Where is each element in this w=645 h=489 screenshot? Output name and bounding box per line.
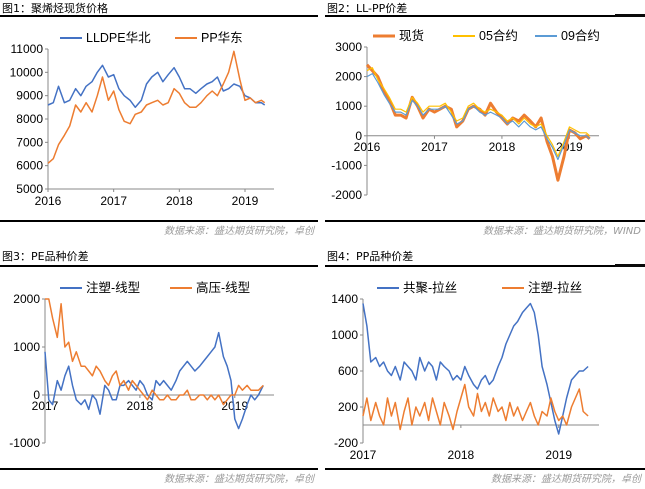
figure-1-source: 数据来源：盛达期货研究院，卓创 [164,226,314,237]
x-tick-label: 2019 [545,448,572,462]
y-tick-label: -1000 [9,436,40,450]
x-tick-label: 2018 [448,448,475,462]
figure-4: 图4：PP品种价差 -200 200 600 1000 1400 2017 2018 2019… [325,248,645,489]
y-tick-label: 6000 [16,159,43,173]
y-tick-label: 200 [338,400,358,414]
x-tick-label: 2017 [350,448,377,462]
legend-label: LLDPE华北 [86,30,151,45]
y-tick-label: 0 [355,129,362,143]
series-line-2 [45,298,264,406]
y-tick-label: 7000 [16,135,43,149]
series-line-1 [365,63,591,182]
series-line-2 [362,383,589,431]
legend-label: 现货 [399,28,424,43]
legend-label: 共聚-拉丝 [403,280,457,295]
y-tick-label: 3000 [335,40,362,54]
figure-1-title: 图1：聚烯烃现货价格 [2,2,108,15]
figure-4-title-rule [325,265,615,267]
y-tick-label: -2000 [331,188,362,202]
y-tick-label: 2000 [13,292,40,306]
legend-label: 注塑-线型 [86,280,140,295]
y-tick-label: 11000 [11,42,44,56]
y-tick-label: 5000 [16,182,43,196]
x-tick-label: 2017 [32,399,59,413]
figure-2-title-rule [325,15,615,17]
series-line-1 [47,64,266,109]
figure-1-title-rule [0,15,318,17]
figure-3-chart: -1000 0 1000 2000 2017 2018 2019 注塑-线型 高压-线型 [9,280,274,450]
x-tick-label: 2016 [354,140,381,154]
y-tick-label: 9000 [16,89,43,103]
figure-4-title: 图4：PP品种价差 [327,250,414,263]
y-tick-label: 1000 [13,340,40,354]
y-tick-label: 8000 [16,112,43,126]
figure-4-title-rule-accent [615,264,645,267]
legend-label: 高压-线型 [196,280,250,295]
x-tick-label: 2018 [489,140,516,154]
figure-3: 图3：PE品种价差 -1000 0 1000 2000 2017 2018 2019 注塑-线… [0,248,318,489]
y-tick-label: 1000 [331,328,358,342]
figure-3-bottom-rule [0,468,318,470]
figure-1-chart: 5000 6000 7000 8000 9000 10000 11000 2016 2017 20… [10,30,274,208]
figure-2-bottom-rule [325,220,645,222]
figure-3-title-rule [0,265,318,267]
y-tick-label: 10000 [10,65,44,79]
figure-2: 图2：LL-PP价差 -2000 -1000 0 1000 2000 3000 2016 20… [325,0,645,240]
figure-3-source: 数据来源：盛达期货研究院，卓创 [164,474,314,485]
y-tick-label: -200 [334,436,358,450]
series-line-3 [366,72,591,161]
legend-label: 05合约 [479,28,518,43]
figure-4-chart: -200 200 600 1000 1400 2017 2018 2019 共聚-拉丝 注塑-拉丝 [331,280,599,462]
figure-4-source: 数据来源：盛达期货研究院，卓创 [491,474,641,485]
legend-label: PP华东 [201,30,243,45]
x-tick-label: 2016 [35,194,62,208]
x-tick-label: 2018 [166,194,193,208]
x-tick-label: 2019 [221,399,248,413]
x-tick-label: 2017 [421,140,448,154]
y-tick-label: 1000 [335,99,362,113]
x-tick-label: 2019 [232,194,259,208]
series-line-2 [366,67,591,158]
figure-1-bottom-rule [0,220,318,222]
legend-label: 注塑-拉丝 [528,280,582,295]
x-tick-label: 2017 [100,194,127,208]
series-line-1 [44,331,264,430]
y-tick-label: -1000 [331,158,362,172]
figure-4-bottom-rule [325,468,645,470]
figure-1: 图1：聚烯烃现货价格 5000 6000 7000 8000 9000 10000 1100… [0,0,318,240]
figure-2-title-rule-accent [615,14,645,17]
y-tick-label: 2000 [335,70,362,84]
x-tick-label: 2018 [127,399,154,413]
series-line-2 [47,50,266,164]
y-tick-label: 600 [338,364,358,378]
y-tick-label: 1400 [331,292,358,306]
y-tick-label: 0 [33,388,40,402]
figure-2-source: 数据来源：盛达期货研究院，WIND [482,226,641,237]
figure-2-title: 图2：LL-PP价差 [327,2,408,15]
figure-3-title: 图3：PE品种价差 [2,250,89,263]
legend-label: 09合约 [561,28,600,43]
